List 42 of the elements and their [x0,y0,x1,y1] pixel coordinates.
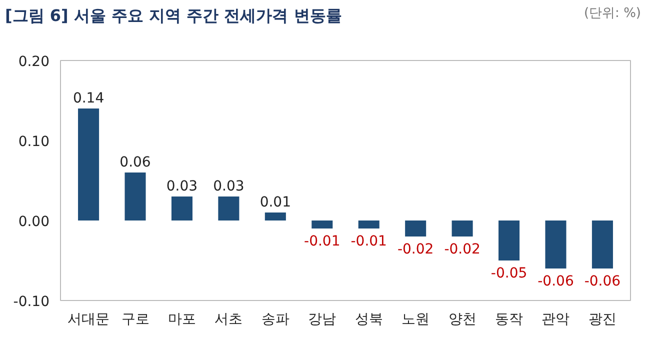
bar [405,220,426,236]
x-tick-label: 마포 [168,312,196,328]
bar [545,220,566,268]
bar [218,196,240,220]
y-tick-label: -0.10 [13,294,50,310]
x-tick-label: 광진 [588,312,616,328]
x-tick-label: 동작 [495,312,524,328]
bar [498,220,520,260]
x-tick-label: 서초 [214,312,243,328]
bar [124,172,146,220]
data-label: 0.03 [213,178,244,194]
x-tick-label: 강남 [308,312,336,328]
x-tick-label: 관악 [542,312,570,328]
data-label: -0.05 [490,266,528,282]
data-label: 0.03 [166,178,198,194]
x-tick-label: 양천 [448,312,476,328]
bar [78,108,100,220]
bar [264,212,286,220]
bar [312,220,333,228]
bar [358,220,380,228]
data-label: 0.01 [260,194,292,210]
text: (단위: %) [584,5,641,23]
data-label: -0.06 [538,274,574,290]
data-label: 0.14 [72,90,104,106]
chart-title: [그림 6] 서울 주요 지역 주간 전세가격 변동률 [5,5,342,27]
y-tick-label: 0.00 [18,214,50,230]
x-tick-label: 성북 [354,312,383,328]
x-tick-label: 송파 [261,312,290,328]
data-label: -0.02 [397,242,434,258]
y-tick-label: 0.20 [18,54,50,70]
bar [171,196,192,220]
y-tick-label: 0.10 [18,134,50,150]
x-tick-label: 구로 [121,312,150,328]
data-label: -0.01 [304,234,340,250]
data-label: 0.06 [120,154,151,170]
data-label: -0.02 [444,242,480,258]
data-label: -0.01 [350,234,387,250]
bar [592,220,613,268]
bar [452,220,473,236]
x-tick-label: 서대문 [68,312,110,328]
data-label: -0.06 [584,274,621,290]
x-tick-label: 노원 [402,312,430,328]
